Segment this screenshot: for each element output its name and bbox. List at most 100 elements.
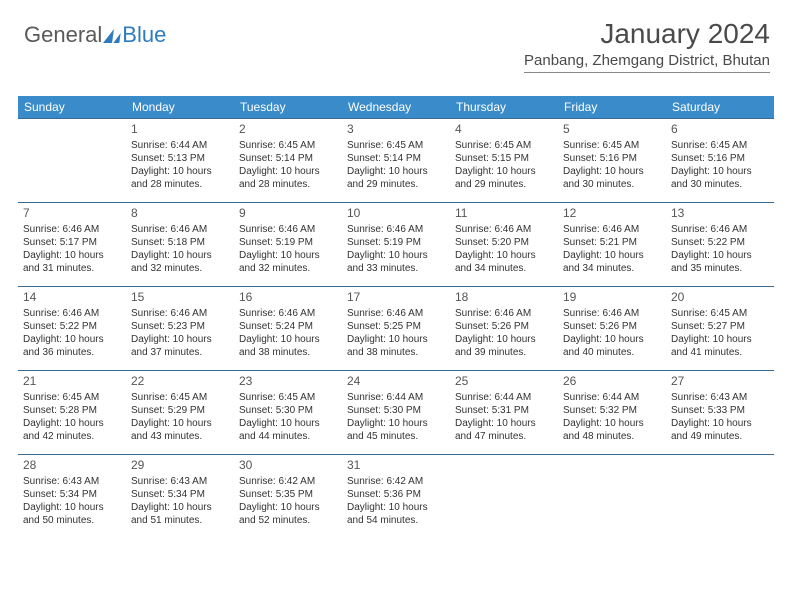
sunrise-line: Sunrise: 6:46 AM bbox=[23, 307, 121, 320]
calendar-cell bbox=[558, 454, 666, 538]
sunrise-line: Sunrise: 6:45 AM bbox=[23, 391, 121, 404]
calendar-cell: 5Sunrise: 6:45 AMSunset: 5:16 PMDaylight… bbox=[558, 118, 666, 202]
weekday-header: Monday bbox=[126, 96, 234, 118]
sunset-line: Sunset: 5:22 PM bbox=[671, 236, 769, 249]
sunrise-line: Sunrise: 6:45 AM bbox=[671, 139, 769, 152]
calendar-cell: 15Sunrise: 6:46 AMSunset: 5:23 PMDayligh… bbox=[126, 286, 234, 370]
day-number: 17 bbox=[347, 290, 445, 306]
daylight-line: Daylight: 10 hours and 48 minutes. bbox=[563, 417, 661, 443]
sunset-line: Sunset: 5:20 PM bbox=[455, 236, 553, 249]
daylight-line: Daylight: 10 hours and 34 minutes. bbox=[455, 249, 553, 275]
calendar-cell: 31Sunrise: 6:42 AMSunset: 5:36 PMDayligh… bbox=[342, 454, 450, 538]
day-number: 28 bbox=[23, 458, 121, 474]
daylight-line: Daylight: 10 hours and 47 minutes. bbox=[455, 417, 553, 443]
day-number: 29 bbox=[131, 458, 229, 474]
daylight-line: Daylight: 10 hours and 38 minutes. bbox=[347, 333, 445, 359]
daylight-line: Daylight: 10 hours and 35 minutes. bbox=[671, 249, 769, 275]
calendar-cell: 20Sunrise: 6:45 AMSunset: 5:27 PMDayligh… bbox=[666, 286, 774, 370]
logo-text-blue: Blue bbox=[122, 22, 166, 48]
day-number: 13 bbox=[671, 206, 769, 222]
sunset-line: Sunset: 5:14 PM bbox=[347, 152, 445, 165]
day-number: 3 bbox=[347, 122, 445, 138]
page-title: January 2024 bbox=[524, 18, 770, 50]
calendar-cell: 2Sunrise: 6:45 AMSunset: 5:14 PMDaylight… bbox=[234, 118, 342, 202]
sunrise-line: Sunrise: 6:45 AM bbox=[131, 391, 229, 404]
sunset-line: Sunset: 5:26 PM bbox=[563, 320, 661, 333]
sunset-line: Sunset: 5:33 PM bbox=[671, 404, 769, 417]
sunset-line: Sunset: 5:23 PM bbox=[131, 320, 229, 333]
daylight-line: Daylight: 10 hours and 32 minutes. bbox=[131, 249, 229, 275]
logo-text-general: General bbox=[24, 22, 102, 48]
sunrise-line: Sunrise: 6:46 AM bbox=[347, 307, 445, 320]
sunset-line: Sunset: 5:30 PM bbox=[347, 404, 445, 417]
weekday-header: Saturday bbox=[666, 96, 774, 118]
calendar-cell: 12Sunrise: 6:46 AMSunset: 5:21 PMDayligh… bbox=[558, 202, 666, 286]
daylight-line: Daylight: 10 hours and 42 minutes. bbox=[23, 417, 121, 443]
calendar-cell: 7Sunrise: 6:46 AMSunset: 5:17 PMDaylight… bbox=[18, 202, 126, 286]
daylight-line: Daylight: 10 hours and 37 minutes. bbox=[131, 333, 229, 359]
weekday-header: Tuesday bbox=[234, 96, 342, 118]
calendar-cell: 4Sunrise: 6:45 AMSunset: 5:15 PMDaylight… bbox=[450, 118, 558, 202]
daylight-line: Daylight: 10 hours and 38 minutes. bbox=[239, 333, 337, 359]
day-number: 11 bbox=[455, 206, 553, 222]
day-number: 6 bbox=[671, 122, 769, 138]
weekday-header: Friday bbox=[558, 96, 666, 118]
day-number: 27 bbox=[671, 374, 769, 390]
calendar-cell: 26Sunrise: 6:44 AMSunset: 5:32 PMDayligh… bbox=[558, 370, 666, 454]
daylight-line: Daylight: 10 hours and 32 minutes. bbox=[239, 249, 337, 275]
calendar-cell: 24Sunrise: 6:44 AMSunset: 5:30 PMDayligh… bbox=[342, 370, 450, 454]
sunset-line: Sunset: 5:13 PM bbox=[131, 152, 229, 165]
day-number: 25 bbox=[455, 374, 553, 390]
daylight-line: Daylight: 10 hours and 28 minutes. bbox=[131, 165, 229, 191]
header: January 2024 Panbang, Zhemgang District,… bbox=[524, 18, 770, 73]
daylight-line: Daylight: 10 hours and 51 minutes. bbox=[131, 501, 229, 527]
daylight-line: Daylight: 10 hours and 54 minutes. bbox=[347, 501, 445, 527]
day-number: 1 bbox=[131, 122, 229, 138]
sunrise-line: Sunrise: 6:46 AM bbox=[347, 223, 445, 236]
sunset-line: Sunset: 5:30 PM bbox=[239, 404, 337, 417]
sunrise-line: Sunrise: 6:45 AM bbox=[455, 139, 553, 152]
sunset-line: Sunset: 5:19 PM bbox=[239, 236, 337, 249]
day-number: 7 bbox=[23, 206, 121, 222]
day-number: 18 bbox=[455, 290, 553, 306]
calendar-cell: 21Sunrise: 6:45 AMSunset: 5:28 PMDayligh… bbox=[18, 370, 126, 454]
calendar-cell: 11Sunrise: 6:46 AMSunset: 5:20 PMDayligh… bbox=[450, 202, 558, 286]
day-number: 2 bbox=[239, 122, 337, 138]
sunrise-line: Sunrise: 6:42 AM bbox=[347, 475, 445, 488]
location-subtitle: Panbang, Zhemgang District, Bhutan bbox=[524, 52, 770, 73]
sunrise-line: Sunrise: 6:45 AM bbox=[239, 391, 337, 404]
sunset-line: Sunset: 5:22 PM bbox=[23, 320, 121, 333]
calendar-cell: 18Sunrise: 6:46 AMSunset: 5:26 PMDayligh… bbox=[450, 286, 558, 370]
sunrise-line: Sunrise: 6:44 AM bbox=[347, 391, 445, 404]
sunrise-line: Sunrise: 6:43 AM bbox=[131, 475, 229, 488]
day-number: 30 bbox=[239, 458, 337, 474]
sunrise-line: Sunrise: 6:46 AM bbox=[563, 307, 661, 320]
sunset-line: Sunset: 5:34 PM bbox=[23, 488, 121, 501]
calendar-cell: 16Sunrise: 6:46 AMSunset: 5:24 PMDayligh… bbox=[234, 286, 342, 370]
sunrise-line: Sunrise: 6:43 AM bbox=[671, 391, 769, 404]
sunset-line: Sunset: 5:15 PM bbox=[455, 152, 553, 165]
calendar-cell: 3Sunrise: 6:45 AMSunset: 5:14 PMDaylight… bbox=[342, 118, 450, 202]
day-number: 16 bbox=[239, 290, 337, 306]
day-number: 24 bbox=[347, 374, 445, 390]
daylight-line: Daylight: 10 hours and 30 minutes. bbox=[671, 165, 769, 191]
sunset-line: Sunset: 5:25 PM bbox=[347, 320, 445, 333]
calendar-cell: 1Sunrise: 6:44 AMSunset: 5:13 PMDaylight… bbox=[126, 118, 234, 202]
sunset-line: Sunset: 5:14 PM bbox=[239, 152, 337, 165]
sunrise-line: Sunrise: 6:46 AM bbox=[455, 223, 553, 236]
sunrise-line: Sunrise: 6:45 AM bbox=[347, 139, 445, 152]
day-number: 19 bbox=[563, 290, 661, 306]
daylight-line: Daylight: 10 hours and 39 minutes. bbox=[455, 333, 553, 359]
sunset-line: Sunset: 5:31 PM bbox=[455, 404, 553, 417]
sunset-line: Sunset: 5:28 PM bbox=[23, 404, 121, 417]
daylight-line: Daylight: 10 hours and 43 minutes. bbox=[131, 417, 229, 443]
sunset-line: Sunset: 5:35 PM bbox=[239, 488, 337, 501]
sunrise-line: Sunrise: 6:46 AM bbox=[239, 223, 337, 236]
sunrise-line: Sunrise: 6:44 AM bbox=[455, 391, 553, 404]
calendar-cell: 25Sunrise: 6:44 AMSunset: 5:31 PMDayligh… bbox=[450, 370, 558, 454]
sunset-line: Sunset: 5:36 PM bbox=[347, 488, 445, 501]
day-number: 21 bbox=[23, 374, 121, 390]
sunrise-line: Sunrise: 6:43 AM bbox=[23, 475, 121, 488]
calendar-cell: 19Sunrise: 6:46 AMSunset: 5:26 PMDayligh… bbox=[558, 286, 666, 370]
calendar-cell bbox=[666, 454, 774, 538]
